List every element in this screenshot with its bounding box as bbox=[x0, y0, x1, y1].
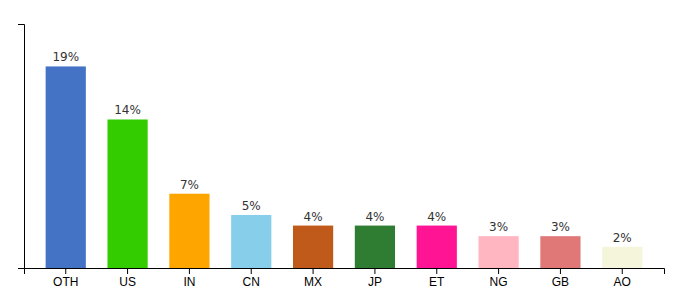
data-label: 14% bbox=[114, 103, 141, 117]
bar bbox=[231, 215, 271, 268]
x-tick-mark bbox=[65, 268, 66, 274]
x-tick-label: GB bbox=[552, 275, 569, 289]
x-tick-label: OTH bbox=[53, 275, 78, 289]
x-tick: ET bbox=[429, 268, 445, 289]
x-axis-line bbox=[25, 269, 665, 275]
y-axis bbox=[18, 25, 25, 269]
plot: OTH US IN CN MX JP ET NG GB AO 19% 14% 7% 5% 4% 4% 4% 3% 3… bbox=[18, 25, 665, 289]
data-label: 3% bbox=[489, 220, 508, 234]
bars bbox=[46, 66, 643, 268]
data-label: 7% bbox=[180, 178, 199, 192]
x-axis: OTH US IN CN MX JP ET NG GB AO bbox=[25, 268, 665, 289]
y-axis-line bbox=[18, 25, 25, 269]
bar bbox=[46, 66, 86, 268]
chart: OTH US IN CN MX JP ET NG GB AO 19% 14% 7% 5% 4% 4% 4% 3% 3… bbox=[0, 0, 680, 300]
data-label: 4% bbox=[427, 210, 446, 224]
x-tick-label: MX bbox=[304, 275, 322, 289]
x-tick: OTH bbox=[53, 268, 78, 289]
bar bbox=[355, 226, 395, 268]
x-tick: NG bbox=[490, 268, 508, 289]
data-label: 4% bbox=[365, 210, 384, 224]
x-tick-mark bbox=[313, 268, 314, 274]
x-tick: CN bbox=[243, 268, 260, 289]
x-tick: IN bbox=[183, 268, 195, 289]
bar bbox=[169, 194, 209, 268]
x-tick-mark bbox=[374, 268, 375, 274]
x-tick-label: JP bbox=[368, 275, 382, 289]
data-label: 3% bbox=[551, 220, 570, 234]
data-label: 5% bbox=[242, 199, 261, 213]
x-tick: US bbox=[119, 268, 136, 289]
bar bbox=[602, 247, 642, 268]
x-tick-label: IN bbox=[183, 275, 195, 289]
bar bbox=[107, 119, 147, 268]
x-tick-mark bbox=[498, 268, 499, 274]
x-tick-label: NG bbox=[490, 275, 508, 289]
x-tick-label: US bbox=[119, 275, 136, 289]
data-labels: 19% 14% 7% 5% 4% 4% 4% 3% 3% 2% bbox=[52, 50, 631, 244]
data-label: 4% bbox=[304, 210, 323, 224]
x-tick-mark bbox=[560, 268, 561, 274]
x-tick-mark bbox=[127, 268, 128, 274]
x-tick-label: ET bbox=[429, 275, 445, 289]
x-tick: AO bbox=[614, 268, 631, 289]
x-tick-label: AO bbox=[614, 275, 631, 289]
bar bbox=[293, 226, 333, 268]
data-label: 2% bbox=[613, 231, 632, 245]
x-tick-mark bbox=[251, 268, 252, 274]
bar bbox=[478, 236, 518, 268]
x-tick-label: CN bbox=[243, 275, 260, 289]
bar bbox=[540, 236, 580, 268]
x-tick: JP bbox=[368, 268, 382, 289]
bar bbox=[417, 226, 457, 268]
data-label: 19% bbox=[52, 50, 79, 64]
x-tick: GB bbox=[552, 268, 569, 289]
x-tick-mark bbox=[436, 268, 437, 274]
x-tick-mark bbox=[622, 268, 623, 274]
x-tick-mark bbox=[189, 268, 190, 274]
x-tick: MX bbox=[304, 268, 322, 289]
